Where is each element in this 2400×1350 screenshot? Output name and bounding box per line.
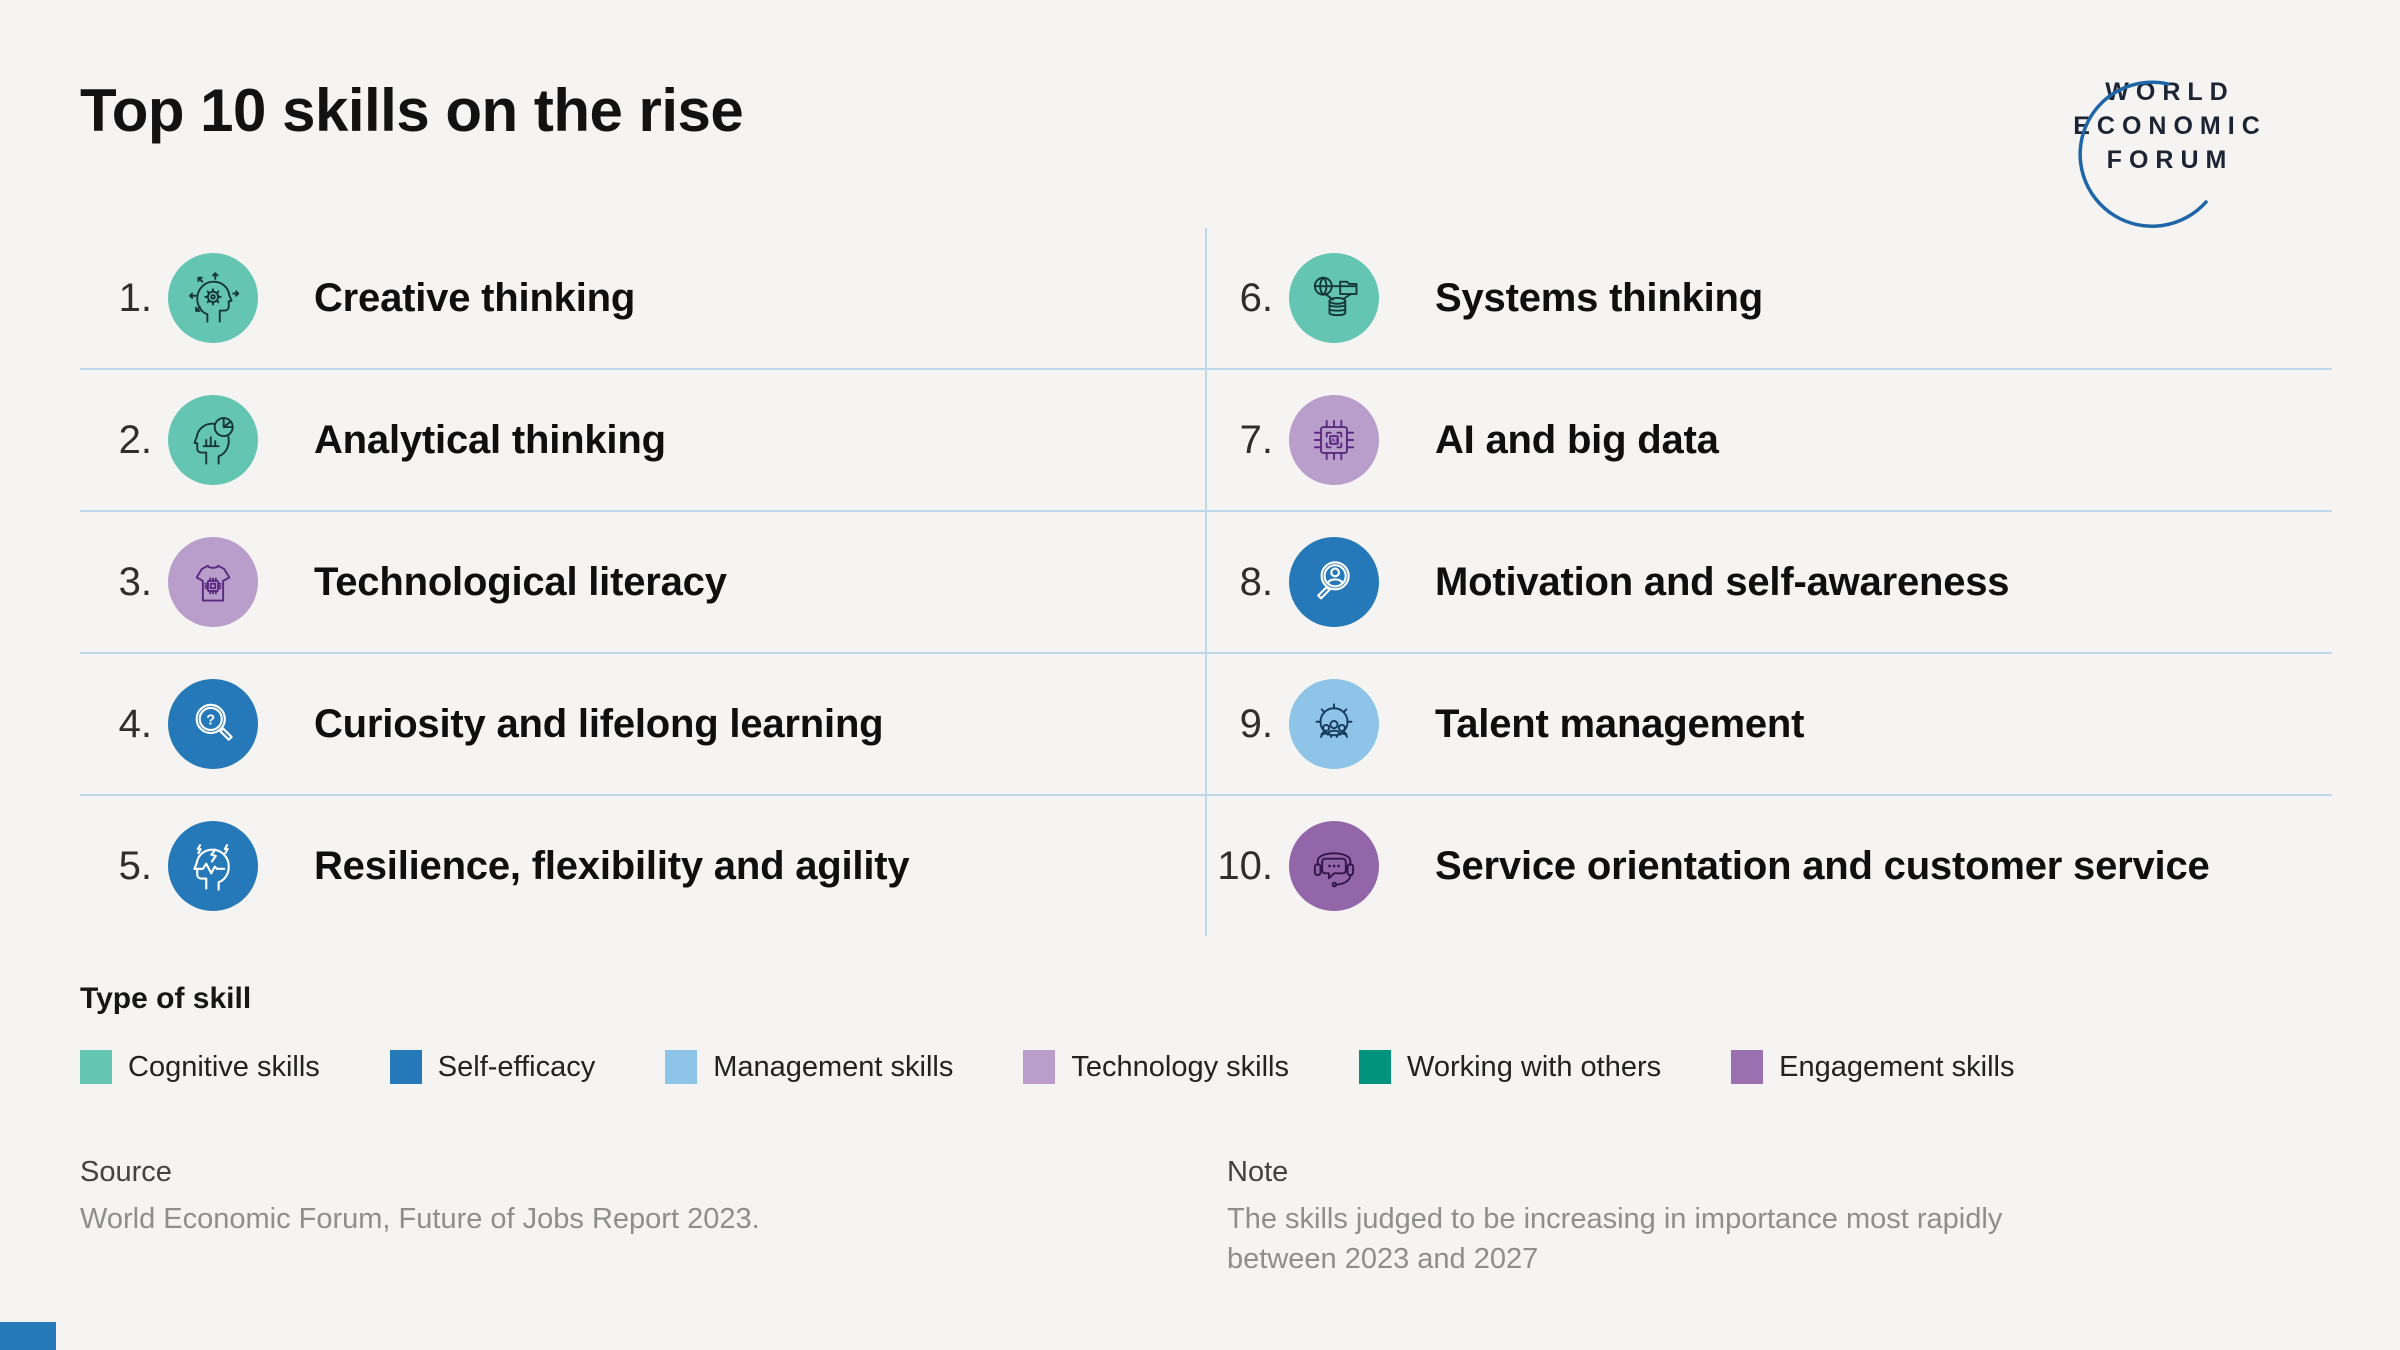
- rank-number: 3.: [118, 559, 152, 604]
- magnifier-person-icon: [1317, 561, 1350, 600]
- skill-row: 9. Talent management: [1207, 652, 2332, 794]
- skill-row: 2. Analytical thinking: [80, 368, 1205, 510]
- creative-thinking-icon: [188, 272, 240, 323]
- skill-label: Technological literacy: [314, 559, 727, 604]
- legend-item: Management skills: [665, 1050, 953, 1084]
- rank-number: 6.: [1239, 275, 1273, 320]
- skill-row: 7. AI AI and big data: [1207, 368, 2332, 510]
- logo-text-world: WORLD: [2105, 78, 2235, 106]
- skill-label: Systems thinking: [1435, 275, 1763, 320]
- bottom-left-accent-bar: [0, 1322, 56, 1350]
- skill-label: AI and big data: [1435, 417, 1719, 462]
- skill-row: 5. Resilience, flexibility and agility: [80, 794, 1205, 936]
- skill-icon-circle: [168, 537, 258, 627]
- legend-swatch-engagement: [1731, 1050, 1764, 1084]
- skill-icon-circle: AI: [1289, 395, 1379, 485]
- note-text: The skills judged to be increasing in im…: [1227, 1203, 2003, 1276]
- source-block: Source World Economic Forum, Future of J…: [80, 1156, 1185, 1279]
- skill-row: 6. Systems thinking: [1207, 228, 2332, 368]
- footer: Source World Economic Forum, Future of J…: [80, 1156, 2332, 1279]
- legend-items: Cognitive skills Self-efficacy Managemen…: [80, 1050, 2332, 1084]
- magnifier-question-icon: ?: [195, 703, 233, 741]
- skill-label: Talent management: [1435, 701, 1805, 746]
- page-title: Top 10 skills on the rise: [80, 77, 744, 144]
- legend-heading: Type of skill: [80, 982, 252, 1015]
- legend-label: Cognitive skills: [128, 1050, 320, 1083]
- rank-number: 7.: [1239, 417, 1273, 462]
- ai-chip-icon: AI: [1313, 419, 1355, 461]
- legend-item: Self-efficacy: [389, 1050, 596, 1084]
- skill-label: Resilience, flexibility and agility: [314, 843, 910, 888]
- headset-chat-icon: [1313, 852, 1355, 888]
- skill-icon-circle: [1289, 821, 1379, 911]
- skill-icon-circle: [1289, 537, 1379, 627]
- skill-label: Motivation and self-awareness: [1435, 559, 2010, 604]
- skill-row: 10. Service orientation and customer ser…: [1207, 794, 2332, 936]
- source-text: World Economic Forum, Future of Jobs Rep…: [80, 1203, 760, 1235]
- svg-text:?: ?: [206, 713, 215, 729]
- skills-grid: 1. Creative thinking 2.: [80, 228, 2332, 936]
- legend-item: Cognitive skills: [80, 1050, 320, 1084]
- note-heading: Note: [1227, 1156, 1289, 1188]
- legend-item: Engagement skills: [1731, 1050, 2014, 1084]
- logo-text-economic: ECONOMIC: [2073, 111, 2267, 140]
- rank-number: 10.: [1217, 843, 1273, 888]
- skill-icon-circle: [168, 395, 258, 485]
- resilience-head-icon: [193, 844, 230, 891]
- skills-column-left: 1. Creative thinking 2.: [80, 228, 1207, 936]
- svg-text:AI: AI: [1331, 437, 1337, 444]
- legend-swatch-working-with-others: [1358, 1050, 1391, 1084]
- skills-column-right: 6. Systems thinking 7.: [1207, 228, 2332, 936]
- tshirt-chip-icon: [195, 564, 231, 602]
- legend-label: Management skills: [713, 1050, 954, 1083]
- rank-number: 8.: [1239, 559, 1273, 604]
- skill-icon-circle: [168, 253, 258, 343]
- skill-label: Creative thinking: [314, 275, 636, 320]
- analytical-thinking-icon: [193, 417, 234, 465]
- skill-row: 3. Technological literacy: [80, 510, 1205, 652]
- skill-icon-circle: ?: [168, 679, 258, 769]
- source-heading: Source: [80, 1156, 172, 1188]
- rank-number: 1.: [118, 275, 152, 320]
- legend-item: Technology skills: [1023, 1050, 1289, 1084]
- rank-number: 9.: [1239, 701, 1273, 746]
- legend-swatch-technology: [1023, 1050, 1056, 1084]
- skill-row: 8. Motivation and self-awareness: [1207, 510, 2332, 652]
- systems-network-icon: [1313, 276, 1358, 317]
- legend-swatch-self-efficacy: [389, 1050, 422, 1084]
- rank-number: 5.: [118, 843, 152, 888]
- skill-row: 1. Creative thinking: [80, 228, 1205, 368]
- header: Top 10 skills on the rise WORLD ECONOMIC…: [0, 0, 2400, 228]
- skill-label: Curiosity and lifelong learning: [314, 701, 884, 746]
- legend-label: Self-efficacy: [437, 1050, 596, 1083]
- wef-logo: WORLD ECONOMIC FORUM: [2010, 76, 2330, 228]
- legend-item: Working with others: [1358, 1050, 1662, 1084]
- note-block: Note The skills judged to be increasing …: [1185, 1156, 2332, 1279]
- legend-label: Working with others: [1406, 1050, 1662, 1083]
- legend-swatch-management: [665, 1050, 698, 1084]
- skill-icon-circle: [168, 821, 258, 911]
- skill-row: 4. ? Curiosity and lifelong learning: [80, 652, 1205, 794]
- skill-icon-circle: [1289, 679, 1379, 769]
- rank-number: 4.: [118, 701, 152, 746]
- skill-label: Analytical thinking: [314, 417, 666, 462]
- logo-text-forum: FORUM: [2106, 145, 2234, 174]
- skill-label: Service orientation and customer service: [1435, 843, 2210, 888]
- legend: Type of skill Cognitive skills Self-effi…: [80, 982, 2332, 1084]
- gear-people-icon: [1315, 703, 1353, 738]
- legend-label: Technology skills: [1071, 1050, 1289, 1083]
- skill-icon-circle: [1289, 253, 1379, 343]
- legend-swatch-cognitive: [80, 1050, 112, 1084]
- legend-label: Engagement skills: [1779, 1050, 2015, 1083]
- rank-number: 2.: [118, 417, 152, 462]
